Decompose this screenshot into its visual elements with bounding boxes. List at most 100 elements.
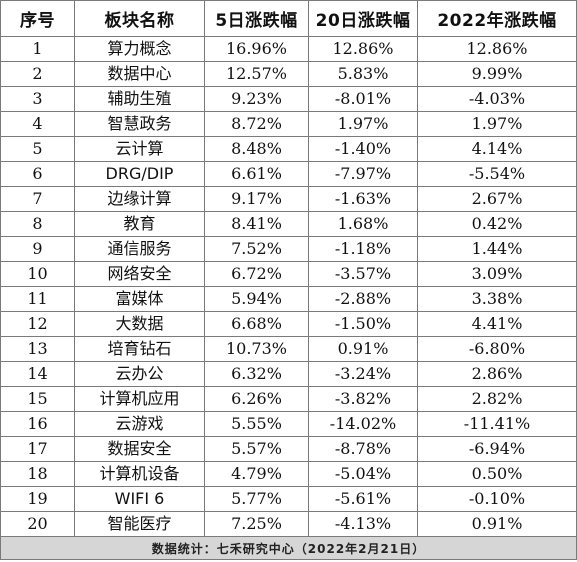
change-5d-cell: 8.72% [204, 111, 309, 137]
change-5d-cell: 12.57% [204, 61, 309, 87]
rank-cell: 11 [0, 286, 75, 312]
change-20d-cell: 1.68% [308, 211, 418, 237]
change-2022-cell: -6.94% [417, 436, 577, 462]
change-20d-cell: -5.61% [308, 486, 418, 512]
change-20d-cell: -7.97% [308, 161, 418, 187]
rank-cell: 2 [0, 61, 75, 87]
change-20d-cell: -3.57% [308, 261, 418, 287]
table-row: 18 计算机设备 4.79% -5.04% 0.50% [0, 461, 577, 487]
table-footer: 数据统计：七禾研究中心（2022年2月21日） [0, 536, 577, 560]
change-2022-cell: -5.54% [417, 161, 577, 187]
sector-name-cell: 边缘计算 [74, 186, 205, 212]
change-5d-cell: 5.55% [204, 411, 309, 437]
table-row: 4 智慧政务 8.72% 1.97% 1.97% [0, 111, 577, 137]
change-2022-cell: 1.97% [417, 111, 577, 137]
header-rank: 序号 [0, 0, 75, 37]
rank-cell: 3 [0, 86, 75, 112]
change-2022-cell: 0.50% [417, 461, 577, 487]
footer-row: 数据统计：七禾研究中心（2022年2月21日） [0, 536, 577, 560]
change-2022-cell: 0.42% [417, 211, 577, 237]
rank-cell: 7 [0, 186, 75, 212]
table-row: 20 智能医疗 7.25% -4.13% 0.91% [0, 511, 577, 537]
table-header: 序号 板块名称 5日涨跌幅 20日涨跌幅 2022年涨跌幅 [0, 0, 577, 37]
table-row: 10 网络安全 6.72% -3.57% 3.09% [0, 261, 577, 287]
rank-cell: 5 [0, 136, 75, 162]
sector-name-cell: 教育 [74, 211, 205, 237]
table-row: 7 边缘计算 9.17% -1.63% 2.67% [0, 186, 577, 212]
change-20d-cell: -5.04% [308, 461, 418, 487]
change-5d-cell: 6.32% [204, 361, 309, 387]
rank-cell: 4 [0, 111, 75, 137]
rank-cell: 6 [0, 161, 75, 187]
change-5d-cell: 5.77% [204, 486, 309, 512]
change-20d-cell: -1.18% [308, 236, 418, 262]
table-row: 11 富媒体 5.94% -2.88% 3.38% [0, 286, 577, 312]
table-row: 12 大数据 6.68% -1.50% 4.41% [0, 311, 577, 337]
sector-name-cell: 培育钻石 [74, 336, 205, 362]
rank-cell: 10 [0, 261, 75, 287]
sector-name-cell: 云计算 [74, 136, 205, 162]
change-5d-cell: 16.96% [204, 36, 309, 62]
table-row: 17 数据安全 5.57% -8.78% -6.94% [0, 436, 577, 462]
change-2022-cell: -6.80% [417, 336, 577, 362]
table-row: 2 数据中心 12.57% 5.83% 9.99% [0, 61, 577, 87]
change-2022-cell: 2.86% [417, 361, 577, 387]
sector-name-cell: 算力概念 [74, 36, 205, 62]
change-2022-cell: 2.82% [417, 386, 577, 412]
change-20d-cell: 12.86% [308, 36, 418, 62]
change-2022-cell: 3.09% [417, 261, 577, 287]
rank-cell: 9 [0, 236, 75, 262]
rank-cell: 12 [0, 311, 75, 337]
change-5d-cell: 7.52% [204, 236, 309, 262]
table-row: 3 辅助生殖 9.23% -8.01% -4.03% [0, 86, 577, 112]
change-2022-cell: -0.10% [417, 486, 577, 512]
sector-name-cell: 大数据 [74, 311, 205, 337]
rank-cell: 8 [0, 211, 75, 237]
change-2022-cell: 0.91% [417, 511, 577, 537]
sector-name-cell: 云办公 [74, 361, 205, 387]
rank-cell: 19 [0, 486, 75, 512]
rank-cell: 20 [0, 511, 75, 537]
change-2022-cell: -11.41% [417, 411, 577, 437]
table-row: 15 计算机应用 6.26% -3.82% 2.82% [0, 386, 577, 412]
header-change-20d: 20日涨跌幅 [308, 0, 418, 37]
change-20d-cell: 5.83% [308, 61, 418, 87]
change-2022-cell: 9.99% [417, 61, 577, 87]
rank-cell: 17 [0, 436, 75, 462]
change-5d-cell: 6.26% [204, 386, 309, 412]
change-2022-cell: 4.41% [417, 311, 577, 337]
change-5d-cell: 6.61% [204, 161, 309, 187]
table-row: 13 培育钻石 10.73% 0.91% -6.80% [0, 336, 577, 362]
change-2022-cell: -4.03% [417, 86, 577, 112]
change-2022-cell: 2.67% [417, 186, 577, 212]
change-5d-cell: 4.79% [204, 461, 309, 487]
sector-name-cell: DRG/DIP [74, 161, 205, 187]
sector-name-cell: 云游戏 [74, 411, 205, 437]
sector-name-cell: 网络安全 [74, 261, 205, 287]
change-2022-cell: 4.14% [417, 136, 577, 162]
change-5d-cell: 6.68% [204, 311, 309, 337]
rank-cell: 18 [0, 461, 75, 487]
table-row: 16 云游戏 5.55% -14.02% -11.41% [0, 411, 577, 437]
change-20d-cell: -8.78% [308, 436, 418, 462]
header-change-2022: 2022年涨跌幅 [417, 0, 577, 37]
change-20d-cell: -1.50% [308, 311, 418, 337]
change-20d-cell: -3.24% [308, 361, 418, 387]
table-body: 1 算力概念 16.96% 12.86% 12.86% 2 数据中心 12.57… [0, 36, 577, 537]
sector-name-cell: 数据安全 [74, 436, 205, 462]
rank-cell: 15 [0, 386, 75, 412]
rank-cell: 16 [0, 411, 75, 437]
change-20d-cell: 0.91% [308, 336, 418, 362]
change-20d-cell: -14.02% [308, 411, 418, 437]
change-20d-cell: -3.82% [308, 386, 418, 412]
change-5d-cell: 8.41% [204, 211, 309, 237]
table-row: 5 云计算 8.48% -1.40% 4.14% [0, 136, 577, 162]
change-5d-cell: 7.25% [204, 511, 309, 537]
sector-name-cell: 富媒体 [74, 286, 205, 312]
table-row: 19 WIFI 6 5.77% -5.61% -0.10% [0, 486, 577, 512]
sector-name-cell: 智能医疗 [74, 511, 205, 537]
change-5d-cell: 8.48% [204, 136, 309, 162]
table-row: 1 算力概念 16.96% 12.86% 12.86% [0, 36, 577, 62]
table-row: 9 通信服务 7.52% -1.18% 1.44% [0, 236, 577, 262]
